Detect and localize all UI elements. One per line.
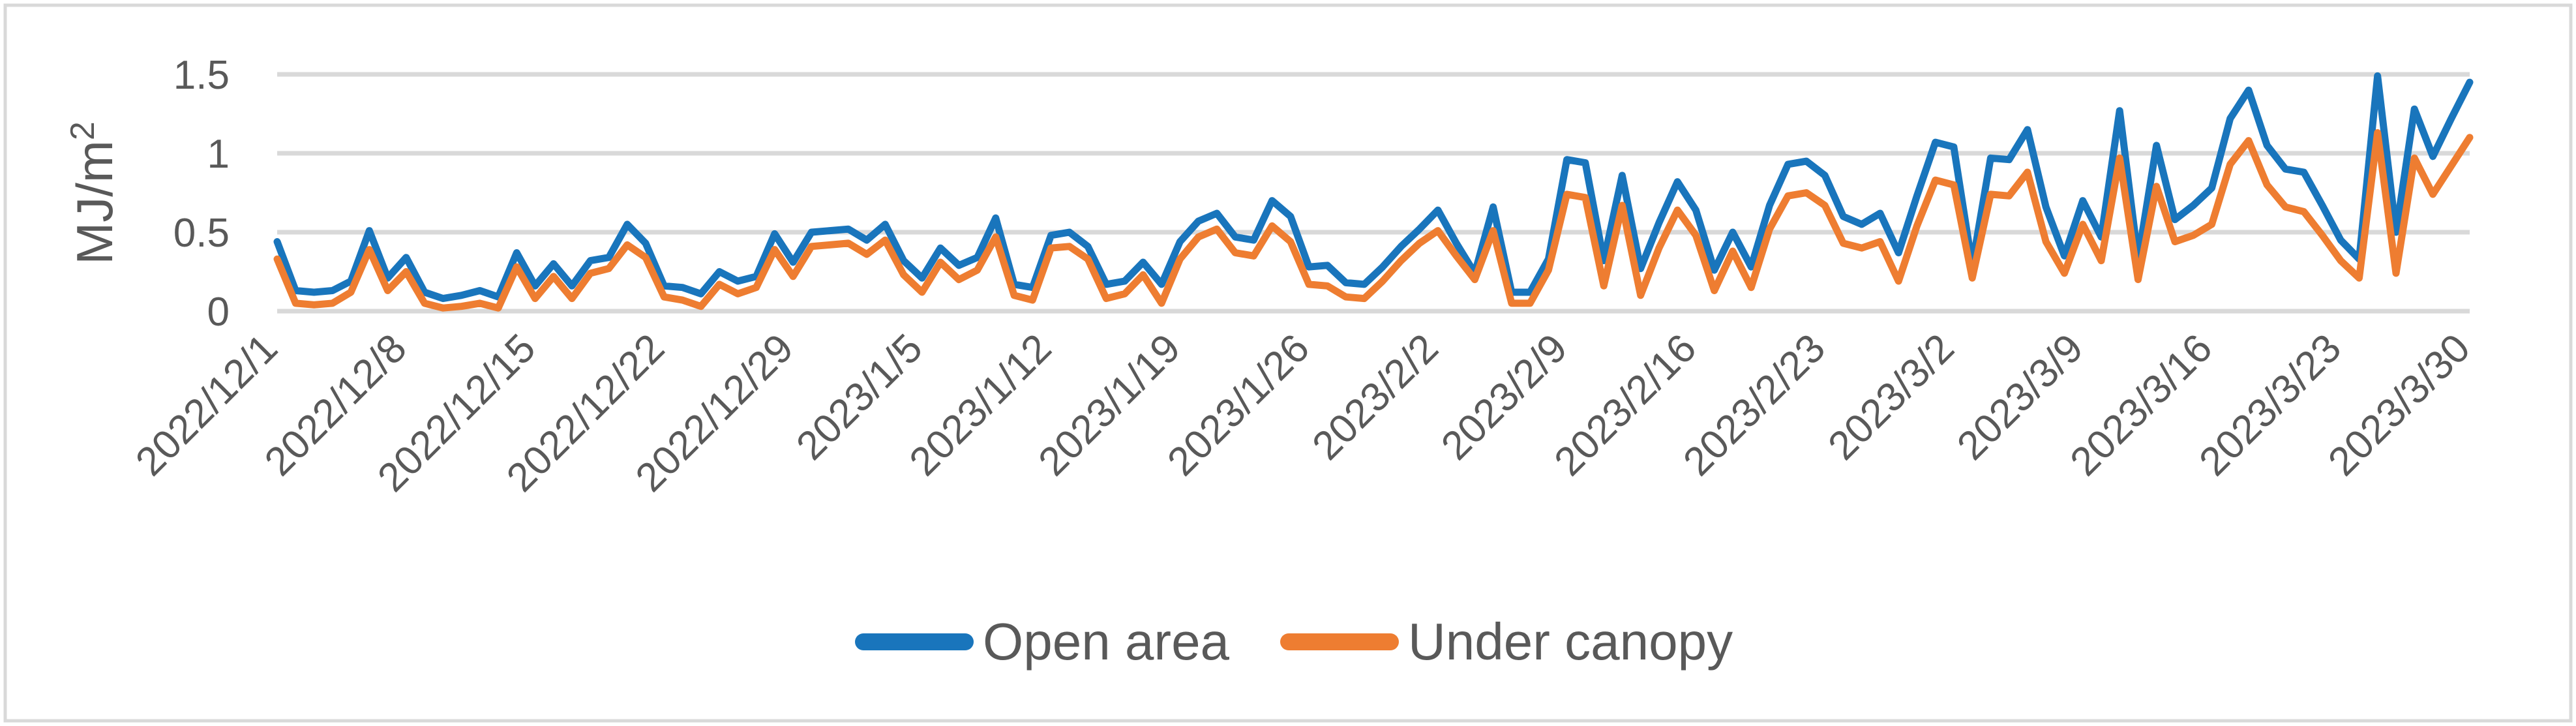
- x-tick-label: 2023/2/2: [1304, 325, 1446, 468]
- x-tick-label-group: 2023/3/2: [1820, 325, 1962, 468]
- x-tick-label-group: 2023/2/16: [1546, 325, 1705, 485]
- x-tick-label-group: 2023/1/26: [1159, 325, 1318, 485]
- x-tick-label-group: 2023/3/23: [2191, 325, 2350, 485]
- x-tick-label: 2023/1/19: [1030, 325, 1189, 485]
- x-tick-label: 2023/2/16: [1546, 325, 1705, 485]
- series-line-under-canopy: [273, 129, 2474, 312]
- x-tick-label: 2023/2/23: [1675, 325, 1834, 485]
- y-tick-label: 1: [207, 132, 230, 177]
- x-tick-label-group: 2023/2/23: [1675, 325, 1834, 485]
- x-tick-label: 2023/3/30: [2320, 325, 2479, 485]
- y-tick-label: 1.5: [173, 53, 230, 98]
- legend-label-under-canopy: Under canopy: [1408, 613, 1733, 671]
- x-tick-label-group: 2022/12/1: [127, 325, 286, 485]
- x-tick-label: 2023/3/23: [2191, 325, 2350, 485]
- x-tick-label-group: 2023/1/12: [901, 325, 1060, 485]
- legend-swatch-under-canopy: [1280, 633, 1399, 650]
- x-tick-label: 2023/1/12: [901, 325, 1060, 485]
- x-tick-label-group: 2023/1/19: [1030, 325, 1189, 485]
- legend-swatch-open-area: [855, 633, 974, 650]
- chart-border: [3, 3, 2573, 723]
- y-axis-title: MJ/m2: [64, 121, 123, 265]
- y-tick-label: 0.5: [173, 211, 230, 256]
- x-tick-label: 2023/3/2: [1820, 325, 1962, 468]
- x-tick-label-group: 2023/2/2: [1304, 325, 1446, 468]
- legend-label-open-area: Open area: [983, 613, 1230, 671]
- x-tick-label-group: 2023/3/30: [2320, 325, 2479, 485]
- x-tick-label-group: 2023/3/16: [2062, 325, 2221, 485]
- series-line-open-area: [273, 72, 2474, 303]
- x-tick-label: 2023/1/26: [1159, 325, 1318, 485]
- x-tick-label: 2022/12/1: [127, 325, 286, 485]
- y-tick-label: 0: [207, 290, 230, 335]
- x-tick-label: 2023/3/16: [2062, 325, 2221, 485]
